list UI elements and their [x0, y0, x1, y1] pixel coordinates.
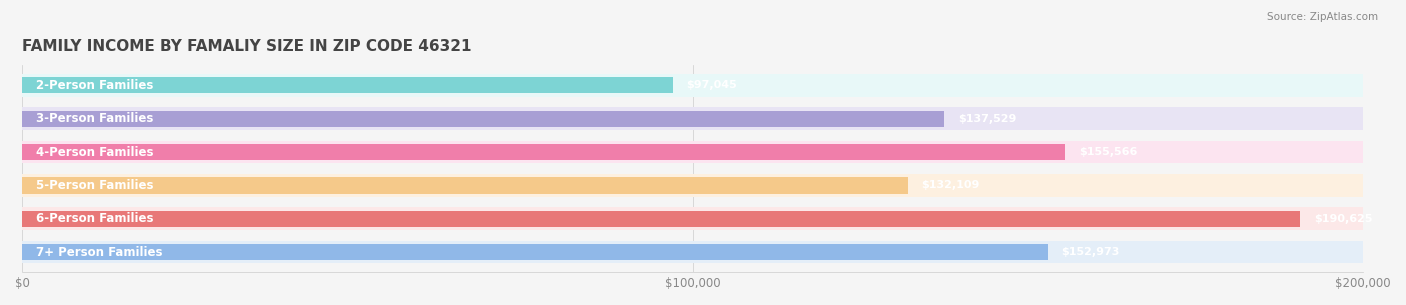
Bar — [22, 177, 908, 194]
Text: $152,973: $152,973 — [1062, 247, 1119, 257]
Bar — [22, 174, 1364, 197]
Bar — [22, 207, 1364, 230]
Bar — [22, 241, 1364, 264]
Text: $155,566: $155,566 — [1078, 147, 1137, 157]
Text: $190,625: $190,625 — [1313, 214, 1372, 224]
Text: 2-Person Families: 2-Person Families — [35, 79, 153, 92]
Text: 5-Person Families: 5-Person Families — [35, 179, 153, 192]
Bar — [22, 141, 1364, 163]
Bar — [22, 110, 945, 127]
Text: 4-Person Families: 4-Person Families — [35, 145, 153, 159]
Text: FAMILY INCOME BY FAMALIY SIZE IN ZIP CODE 46321: FAMILY INCOME BY FAMALIY SIZE IN ZIP COD… — [22, 39, 472, 54]
Text: Source: ZipAtlas.com: Source: ZipAtlas.com — [1267, 12, 1378, 22]
Text: $97,045: $97,045 — [686, 80, 737, 90]
Bar — [22, 77, 673, 93]
Bar — [22, 244, 1047, 260]
Bar — [22, 107, 1364, 130]
Text: $132,109: $132,109 — [921, 180, 980, 190]
Bar — [22, 74, 1364, 97]
Text: 7+ Person Families: 7+ Person Families — [35, 246, 162, 259]
Text: $137,529: $137,529 — [957, 114, 1017, 124]
Bar — [22, 144, 1066, 160]
Bar — [22, 210, 1301, 227]
Text: 3-Person Families: 3-Person Families — [35, 112, 153, 125]
Text: 6-Person Families: 6-Person Families — [35, 212, 153, 225]
